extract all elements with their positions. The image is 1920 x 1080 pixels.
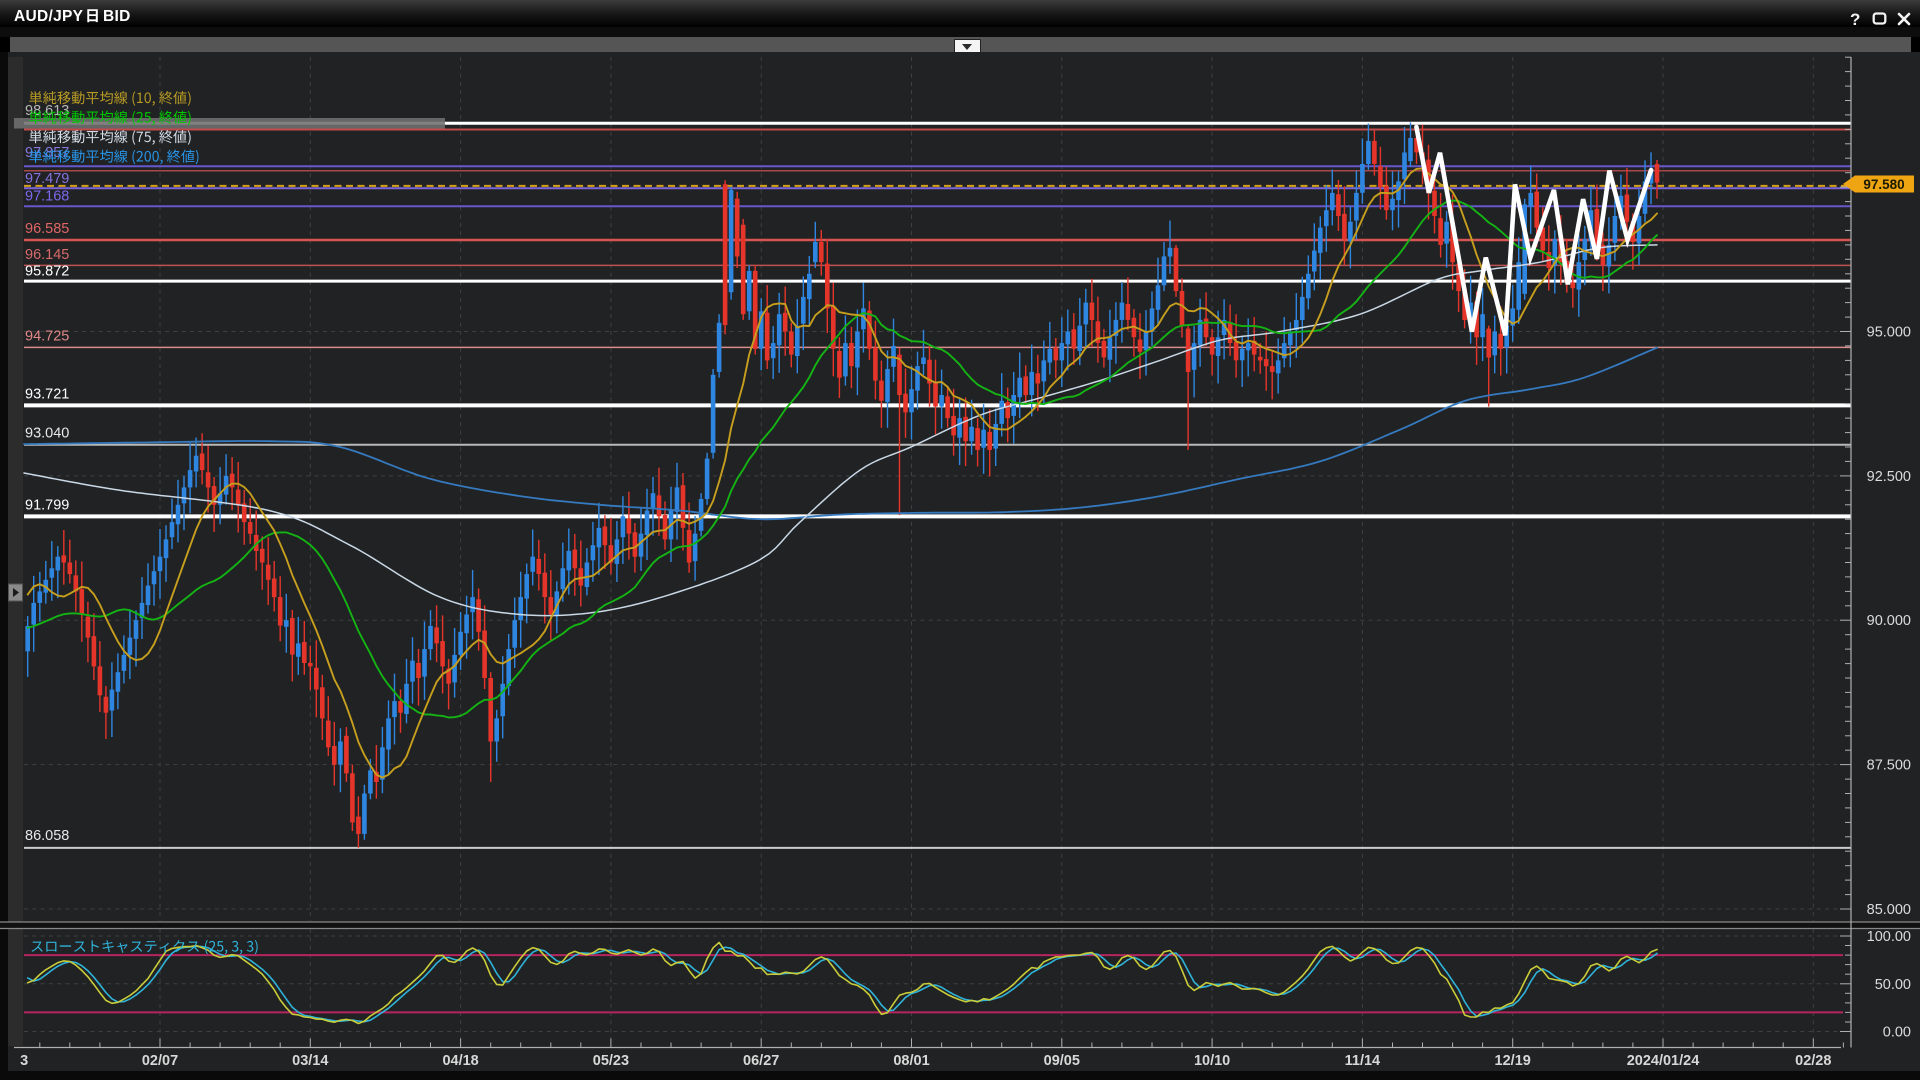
- svg-text:94.725: 94.725: [25, 329, 69, 345]
- svg-text:2024/01/24: 2024/01/24: [1627, 1053, 1700, 1069]
- svg-text:96.585: 96.585: [25, 221, 69, 237]
- svg-text:97.580: 97.580: [1863, 177, 1904, 192]
- svg-text:06/27: 06/27: [743, 1053, 779, 1069]
- svg-text:01/03: 01/03: [0, 1053, 28, 1069]
- svg-text:96.145: 96.145: [25, 247, 69, 263]
- svg-text:0.00: 0.00: [1883, 1025, 1911, 1041]
- svg-text:BID: BID: [103, 8, 131, 25]
- svg-text:?: ?: [1850, 10, 1860, 27]
- svg-text:86.058: 86.058: [25, 828, 69, 844]
- svg-text:93.721: 93.721: [25, 387, 69, 403]
- svg-text:90.000: 90.000: [1867, 613, 1911, 629]
- svg-text:85.000: 85.000: [1867, 902, 1911, 918]
- svg-text:50.00: 50.00: [1875, 977, 1911, 993]
- svg-text:97.168: 97.168: [25, 189, 69, 205]
- svg-text:92.500: 92.500: [1867, 469, 1911, 485]
- svg-text:100.00: 100.00: [1867, 929, 1911, 945]
- svg-text:AUD/JPY: AUD/JPY: [14, 8, 84, 25]
- svg-text:02/28: 02/28: [1795, 1053, 1831, 1069]
- svg-text:11/14: 11/14: [1345, 1053, 1381, 1069]
- svg-text:09/05: 09/05: [1044, 1053, 1080, 1069]
- svg-text:05/23: 05/23: [593, 1053, 629, 1069]
- svg-text:97.479: 97.479: [25, 171, 69, 187]
- svg-text:95.000: 95.000: [1867, 325, 1911, 341]
- svg-text:04/18: 04/18: [442, 1053, 478, 1069]
- svg-text:10/10: 10/10: [1194, 1053, 1230, 1069]
- svg-text:02/07: 02/07: [142, 1053, 178, 1069]
- svg-text:12/19: 12/19: [1495, 1053, 1531, 1069]
- svg-text:91.799: 91.799: [25, 498, 69, 514]
- svg-text:08/01: 08/01: [893, 1053, 929, 1069]
- svg-text:95.872: 95.872: [25, 264, 69, 280]
- svg-text:87.500: 87.500: [1867, 758, 1911, 774]
- svg-text:93.040: 93.040: [25, 426, 69, 442]
- svg-text:03/14: 03/14: [292, 1053, 328, 1069]
